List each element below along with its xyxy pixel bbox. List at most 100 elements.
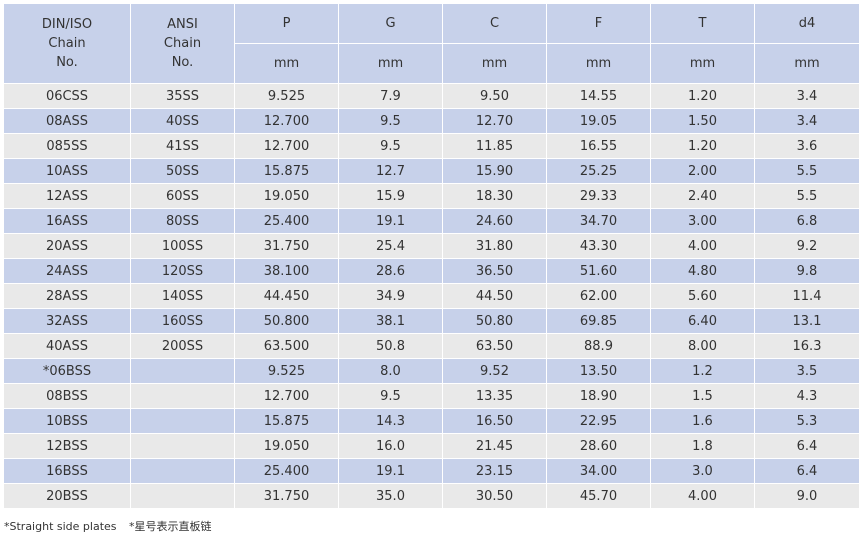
cell-p: 15.875 (235, 159, 338, 183)
table-row: 32ASS 160SS 50.800 38.1 50.80 69.85 6.40 13.1 (4, 309, 859, 333)
header-d4: d4 (755, 4, 859, 43)
table-row: 28ASS 140SS 44.450 34.9 44.50 62.00 5.60 11.4 (4, 284, 859, 308)
cell-t: 1.5 (651, 384, 754, 408)
table-row: 20BSS 31.750 35.0 30.50 45.70 4.00 9.0 (4, 484, 859, 508)
cell-c: 23.15 (443, 459, 546, 483)
table-row: 10ASS 50SS 15.875 12.7 15.90 25.25 2.00 5.5 (4, 159, 859, 183)
cell-c: 11.85 (443, 134, 546, 158)
cell-t: 8.00 (651, 334, 754, 358)
table-row: 08ASS 40SS 12.700 9.5 12.70 19.05 1.50 3.4 (4, 109, 859, 133)
cell-g: 15.9 (339, 184, 442, 208)
cell-g: 16.0 (339, 434, 442, 458)
cell-g: 14.3 (339, 409, 442, 433)
cell-t: 4.00 (651, 484, 754, 508)
table-row: 085SS 41SS 12.700 9.5 11.85 16.55 1.20 3.6 (4, 134, 859, 158)
cell-p: 19.050 (235, 184, 338, 208)
cell-d4: 9.0 (755, 484, 859, 508)
cell-ansi-no: 41SS (131, 134, 234, 158)
cell-p: 25.400 (235, 209, 338, 233)
table-row: 24ASS 120SS 38.100 28.6 36.50 51.60 4.80 9.8 (4, 259, 859, 283)
cell-g: 12.7 (339, 159, 442, 183)
cell-ansi-no: 35SS (131, 84, 234, 108)
cell-t: 6.40 (651, 309, 754, 333)
cell-t: 1.2 (651, 359, 754, 383)
cell-d4: 11.4 (755, 284, 859, 308)
cell-f: 22.95 (547, 409, 650, 433)
header-t: T (651, 4, 754, 43)
cell-din-iso-no: 08ASS (4, 109, 130, 133)
cell-d4: 4.3 (755, 384, 859, 408)
cell-f: 34.70 (547, 209, 650, 233)
cell-c: 50.80 (443, 309, 546, 333)
cell-din-iso-no: 24ASS (4, 259, 130, 283)
cell-d4: 16.3 (755, 334, 859, 358)
cell-g: 9.5 (339, 134, 442, 158)
header-f: F (547, 4, 650, 43)
cell-g: 9.5 (339, 384, 442, 408)
cell-p: 12.700 (235, 134, 338, 158)
cell-d4: 13.1 (755, 309, 859, 333)
cell-f: 14.55 (547, 84, 650, 108)
unit-f: mm (547, 44, 650, 83)
cell-din-iso-no: *06BSS (4, 359, 130, 383)
cell-g: 7.9 (339, 84, 442, 108)
cell-d4: 6.4 (755, 434, 859, 458)
cell-p: 44.450 (235, 284, 338, 308)
cell-f: 13.50 (547, 359, 650, 383)
cell-t: 4.80 (651, 259, 754, 283)
table-row: 06CSS 35SS 9.525 7.9 9.50 14.55 1.20 3.4 (4, 84, 859, 108)
cell-din-iso-no: 16BSS (4, 459, 130, 483)
cell-t: 2.00 (651, 159, 754, 183)
cell-p: 12.700 (235, 109, 338, 133)
cell-c: 24.60 (443, 209, 546, 233)
cell-d4: 6.8 (755, 209, 859, 233)
cell-p: 31.750 (235, 484, 338, 508)
cell-ansi-no (131, 409, 234, 433)
table-row: 16BSS 25.400 19.1 23.15 34.00 3.0 6.4 (4, 459, 859, 483)
cell-d4: 3.6 (755, 134, 859, 158)
header-ansi: ANSI Chain No. (131, 4, 234, 83)
cell-ansi-no (131, 459, 234, 483)
cell-din-iso-no: 16ASS (4, 209, 130, 233)
cell-p: 19.050 (235, 434, 338, 458)
cell-ansi-no: 60SS (131, 184, 234, 208)
cell-d4: 9.8 (755, 259, 859, 283)
cell-din-iso-no: 20ASS (4, 234, 130, 258)
cell-din-iso-no: 20BSS (4, 484, 130, 508)
cell-f: 16.55 (547, 134, 650, 158)
cell-t: 4.00 (651, 234, 754, 258)
cell-f: 88.9 (547, 334, 650, 358)
cell-d4: 5.5 (755, 159, 859, 183)
table-row: 10BSS 15.875 14.3 16.50 22.95 1.6 5.3 (4, 409, 859, 433)
cell-din-iso-no: 12ASS (4, 184, 130, 208)
cell-g: 38.1 (339, 309, 442, 333)
cell-g: 35.0 (339, 484, 442, 508)
cell-d4: 9.2 (755, 234, 859, 258)
cell-ansi-no: 160SS (131, 309, 234, 333)
cell-din-iso-no: 10ASS (4, 159, 130, 183)
unit-t: mm (651, 44, 754, 83)
cell-c: 16.50 (443, 409, 546, 433)
cell-ansi-no (131, 484, 234, 508)
cell-ansi-no (131, 384, 234, 408)
table-row: 12ASS 60SS 19.050 15.9 18.30 29.33 2.40 5.5 (4, 184, 859, 208)
cell-c: 9.50 (443, 84, 546, 108)
cell-f: 51.60 (547, 259, 650, 283)
cell-din-iso-no: 32ASS (4, 309, 130, 333)
cell-t: 3.0 (651, 459, 754, 483)
chain-spec-table: DIN/ISO Chain No. ANSI Chain No. P G C F… (3, 3, 860, 509)
cell-g: 25.4 (339, 234, 442, 258)
cell-c: 30.50 (443, 484, 546, 508)
cell-g: 34.9 (339, 284, 442, 308)
cell-f: 45.70 (547, 484, 650, 508)
cell-c: 12.70 (443, 109, 546, 133)
cell-ansi-no: 120SS (131, 259, 234, 283)
cell-ansi-no: 40SS (131, 109, 234, 133)
cell-t: 5.60 (651, 284, 754, 308)
footnote-cn: *星号表示直板链 (129, 520, 212, 533)
cell-p: 50.800 (235, 309, 338, 333)
table-row: 12BSS 19.050 16.0 21.45 28.60 1.8 6.4 (4, 434, 859, 458)
unit-c: mm (443, 44, 546, 83)
cell-g: 28.6 (339, 259, 442, 283)
